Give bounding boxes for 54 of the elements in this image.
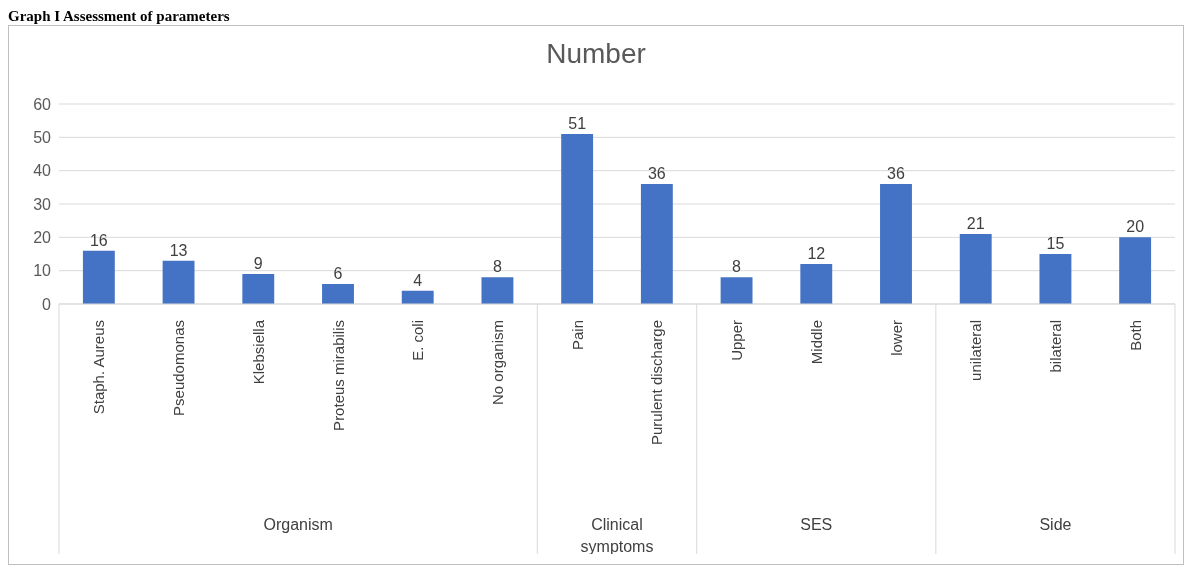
bar	[561, 134, 594, 304]
data-label: 21	[966, 215, 985, 232]
data-label: 9	[253, 255, 263, 272]
y-tick-label: 40	[33, 162, 52, 180]
y-tick-label: 0	[42, 295, 52, 313]
bar	[800, 264, 833, 304]
data-label: 16	[89, 231, 108, 249]
y-tick-label: 50	[33, 129, 52, 147]
y-tick-label: 60	[33, 95, 52, 113]
bar	[1039, 254, 1072, 304]
bar	[242, 274, 275, 304]
x-tick-label: Upper	[728, 320, 746, 361]
data-label: 15	[1046, 235, 1065, 252]
data-label: 36	[647, 165, 666, 182]
data-label: 20	[1126, 218, 1145, 236]
chart-title: Number	[545, 38, 647, 71]
text: Side	[1039, 516, 1072, 533]
x-tick-label: Pain	[568, 320, 586, 351]
text: Graph I Assessment of parameters	[8, 8, 231, 25]
data-label: 8	[492, 258, 502, 276]
data-label: 13	[169, 241, 188, 259]
x-tick-label: lower	[887, 320, 905, 356]
x-tick-label: Purulent discharge	[648, 320, 666, 446]
x-tick-label: Proteus mirabilis	[329, 320, 347, 431]
data-label: 12	[807, 245, 826, 262]
data-label: 36	[887, 165, 905, 182]
y-tick-label: 30	[33, 195, 52, 213]
data-label: 51	[568, 115, 587, 132]
bar	[322, 284, 354, 304]
x-tick-label: Staph. Aureus	[90, 320, 108, 415]
x-tick-label: unilateral	[967, 320, 985, 381]
bar	[640, 184, 673, 304]
data-label: 6	[333, 265, 343, 282]
text: Organism	[263, 516, 333, 533]
x-tick-label: Pseudomonas	[170, 320, 188, 416]
x-tick-label: Both	[1126, 320, 1144, 351]
bar	[401, 290, 434, 304]
x-tick-label: bilateral	[1046, 320, 1064, 373]
x-tick-label: E. coli	[409, 320, 427, 361]
x-tick-label: Klebsiella	[249, 319, 267, 385]
y-tick-label: 20	[33, 229, 52, 247]
bar	[720, 277, 753, 304]
bar	[162, 260, 195, 304]
bar	[82, 250, 115, 304]
x-tick-label: No organism	[488, 320, 506, 406]
data-label: 4	[413, 271, 423, 289]
bar	[481, 277, 514, 304]
data-label: 8	[732, 258, 742, 276]
bar	[880, 184, 912, 304]
x-tick-label: Middle	[807, 320, 825, 365]
text: SES	[800, 516, 833, 533]
bar	[959, 234, 992, 304]
bar	[1119, 237, 1152, 304]
y-tick-label: 10	[33, 262, 52, 280]
